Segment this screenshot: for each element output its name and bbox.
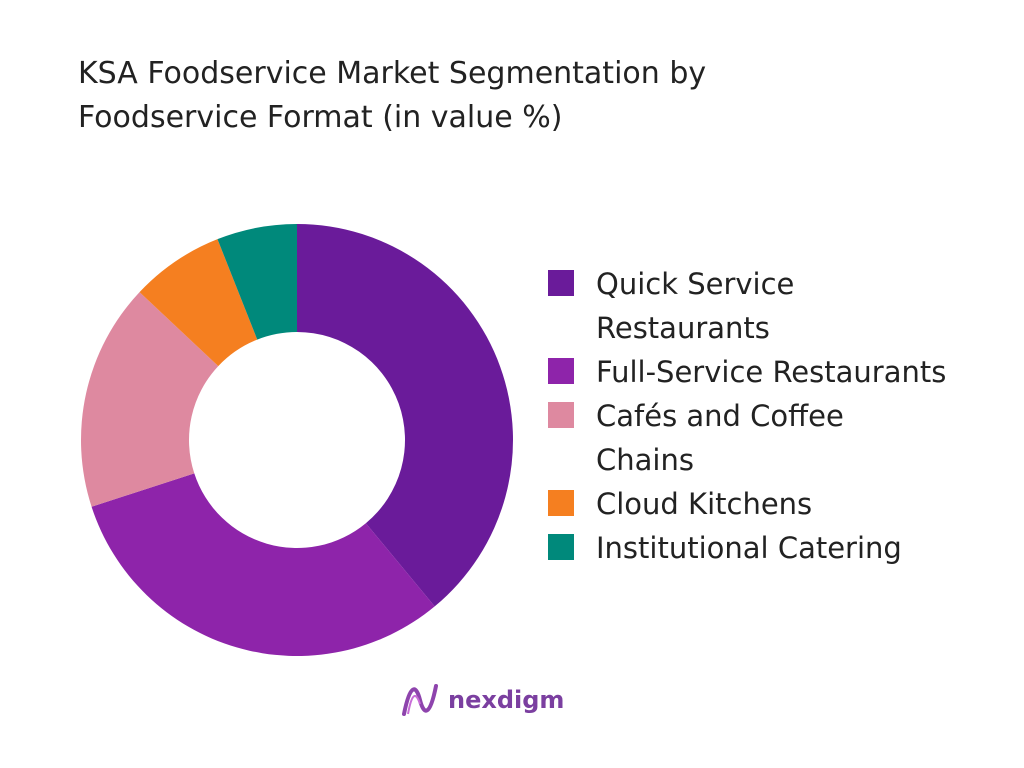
donut-slice bbox=[81, 292, 219, 507]
legend-label: Full-Service Restaurants bbox=[596, 355, 947, 389]
legend-swatch bbox=[548, 402, 574, 428]
legend-item: Quick Service Restaurants bbox=[548, 262, 948, 350]
legend-swatch bbox=[548, 270, 574, 296]
logo-icon bbox=[402, 684, 438, 716]
legend-item: Cloud Kitchens bbox=[548, 482, 948, 526]
legend-swatch bbox=[548, 490, 574, 516]
legend-item: Institutional Catering bbox=[548, 526, 948, 570]
donut-slice bbox=[139, 239, 258, 367]
legend-label: Cafés and Coffee Chains bbox=[596, 399, 844, 477]
donut-slice bbox=[297, 224, 513, 607]
legend-item: Full-Service Restaurants bbox=[548, 350, 948, 394]
legend-item: Cafés and Coffee Chains bbox=[548, 394, 948, 482]
legend-label: Quick Service Restaurants bbox=[596, 267, 795, 345]
legend-swatch bbox=[548, 358, 574, 384]
donut-slice bbox=[217, 224, 297, 340]
logo: nexdigm bbox=[400, 680, 564, 720]
chart-title: KSA Foodservice Market Segmentation by F… bbox=[78, 56, 707, 135]
logo-text: nexdigm bbox=[448, 686, 565, 714]
donut-slice bbox=[91, 473, 435, 656]
legend: Quick Service Restaurants Full-Service Re… bbox=[548, 262, 948, 570]
legend-label: Cloud Kitchens bbox=[596, 487, 813, 521]
legend-swatch bbox=[548, 534, 574, 560]
legend-label: Institutional Catering bbox=[596, 531, 902, 565]
